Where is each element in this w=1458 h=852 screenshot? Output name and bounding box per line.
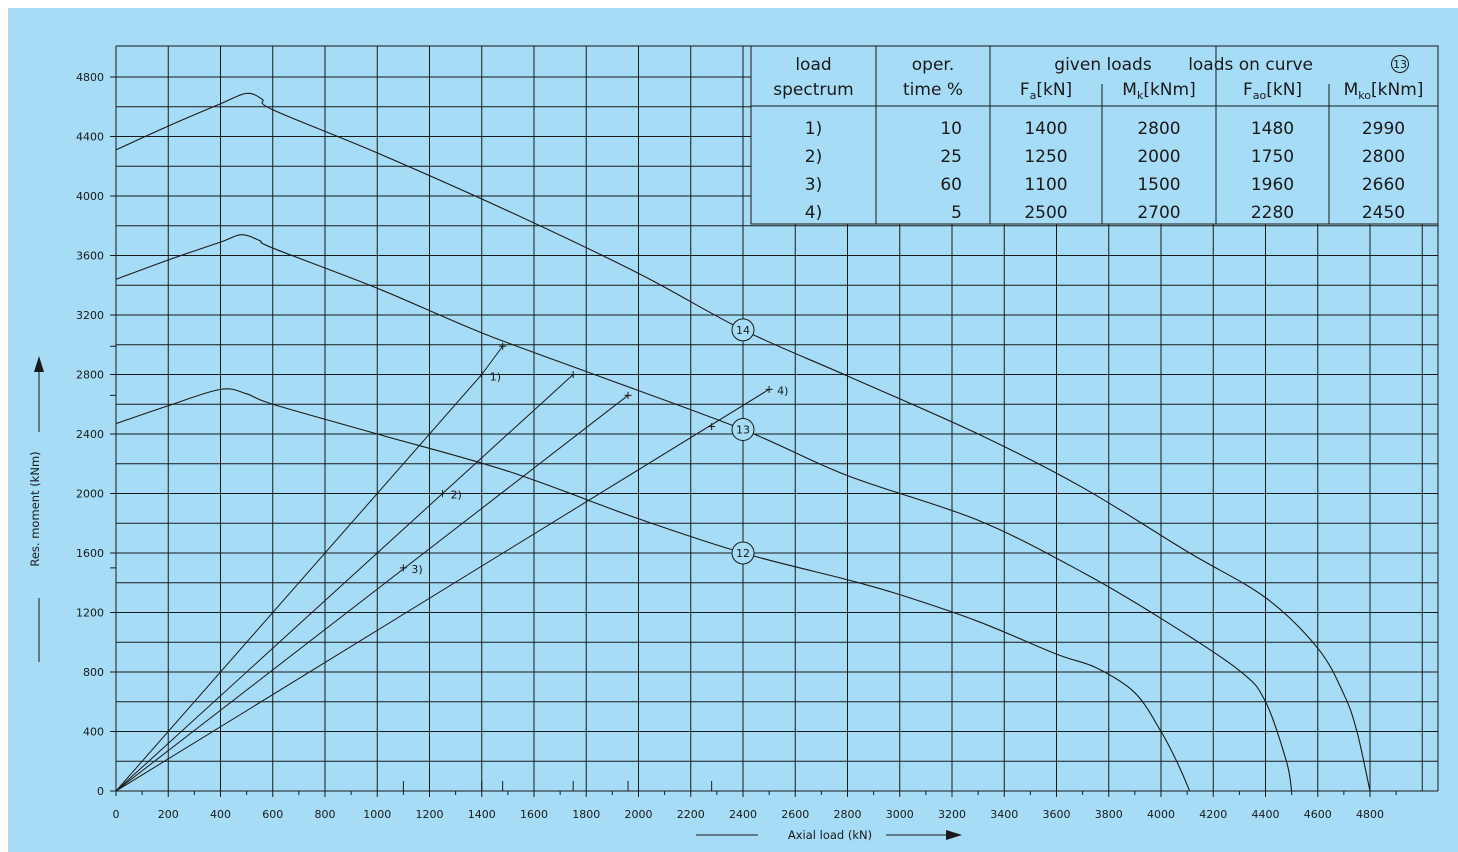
- curve-label-14: 14: [736, 324, 750, 337]
- table-cell-spectrum: 4): [805, 203, 822, 223]
- table-cell-mko: 2450: [1362, 203, 1405, 223]
- curve-12: [115, 388, 1191, 792]
- table-cell-spectrum: 3): [805, 175, 822, 195]
- table-cell-time: 25: [940, 147, 962, 167]
- table-cell-fao: 1750: [1251, 147, 1294, 167]
- x-tick-label: 3600: [1043, 808, 1071, 821]
- y-tick-label: 4000: [76, 190, 104, 203]
- spectrum-extension-1: [481, 345, 504, 375]
- data-table: [750, 45, 1439, 225]
- x-axis-title: Axial load (kN): [788, 828, 872, 842]
- x-tick-label: 1800: [572, 808, 600, 821]
- y-tick-label: 2800: [76, 369, 104, 382]
- x-tick-label: 2000: [625, 808, 653, 821]
- x-tick-label: 0: [113, 808, 120, 821]
- table-cell-time: 5: [951, 203, 962, 223]
- y-tick-label: 1200: [76, 607, 104, 620]
- curve-label-13: 13: [736, 424, 750, 437]
- header-curve-ref: 13: [1393, 58, 1407, 71]
- x-tick-label: 4800: [1356, 808, 1384, 821]
- table-cell-mko: 2990: [1362, 119, 1405, 139]
- x-tick-label: 4000: [1147, 808, 1175, 821]
- header-curve-ref-circle: [1391, 55, 1409, 73]
- curve-label-circle-14: [731, 318, 755, 342]
- x-tick-label: 2800: [834, 808, 862, 821]
- table-cell-fa: 1250: [1024, 147, 1067, 167]
- table-cell-fao: 1960: [1251, 175, 1294, 195]
- table-cell-mk: 2700: [1137, 203, 1180, 223]
- x-tick-label: 2400: [729, 808, 757, 821]
- y-tick-label: 0: [97, 785, 104, 798]
- spectrum-label-3: 3): [411, 563, 422, 576]
- header-oper-time: oper.: [912, 55, 954, 75]
- curve-label-circle-12: [731, 541, 755, 565]
- x-tick-label: 400: [210, 808, 231, 821]
- x-axis-arrow-head: [946, 830, 962, 840]
- spectrum-line-4): [115, 388, 770, 792]
- y-tick-label: 4800: [76, 71, 104, 84]
- table-cell-fa: 1100: [1024, 175, 1067, 195]
- spectrum-label-4: 4): [777, 384, 788, 397]
- y-tick-label: 4400: [76, 131, 104, 144]
- y-tick-label: 2400: [76, 428, 104, 441]
- table-cell-spectrum: 2): [805, 147, 822, 167]
- table-cell-fao: 1480: [1251, 119, 1294, 139]
- table-cell-spectrum: 1): [805, 119, 822, 139]
- x-tick-label: 800: [315, 808, 336, 821]
- table-cell-mk: 2800: [1137, 119, 1180, 139]
- table-cell-mk: 1500: [1137, 175, 1180, 195]
- spectrum-label-1: 1): [490, 371, 501, 384]
- x-tick-label: 4400: [1252, 808, 1280, 821]
- y-axis-arrow-head: [34, 356, 44, 372]
- spectrum-line-1): [115, 374, 483, 792]
- spectrum-line-2): [115, 374, 574, 792]
- table-cell-fa: 1400: [1024, 119, 1067, 139]
- x-tick-label: 4600: [1304, 808, 1332, 821]
- table-cell-mko: 2660: [1362, 175, 1405, 195]
- header-load-spectrum: spectrum: [773, 80, 853, 100]
- x-tick-label: 3400: [990, 808, 1018, 821]
- x-tick-label: 2600: [781, 808, 809, 821]
- x-tick-label: 4200: [1199, 808, 1227, 821]
- y-tick-label: 800: [83, 666, 104, 679]
- x-tick-label: 1000: [363, 808, 391, 821]
- y-tick-label: 1600: [76, 547, 104, 560]
- header-loads-on-curve: loads on curve: [1188, 55, 1313, 75]
- table-cell-time: 60: [940, 175, 962, 195]
- x-tick-label: 200: [158, 808, 179, 821]
- x-tick-label: 3800: [1095, 808, 1123, 821]
- curve-label-12: 12: [736, 547, 750, 560]
- table-cell-time: 10: [940, 119, 962, 139]
- y-axis-title: Res. moment (kNm): [28, 451, 42, 566]
- table-cell-mk: 2000: [1137, 147, 1180, 167]
- y-tick-label: 3600: [76, 250, 104, 263]
- header-oper-time: time %: [903, 80, 963, 100]
- header-fao: Fao[kN]: [1243, 80, 1302, 102]
- x-tick-label: 3000: [886, 808, 914, 821]
- curve-label-circle-13: [731, 418, 755, 442]
- header-mko: Mko[kNm]: [1344, 80, 1424, 102]
- spectrum-label-2: 2): [451, 489, 462, 502]
- y-tick-label: 400: [83, 726, 104, 739]
- header-given-loads: given loads: [1054, 55, 1152, 75]
- table-cell-mko: 2800: [1362, 147, 1405, 167]
- curve-13: [115, 234, 1293, 792]
- table-cell-fa: 2500: [1024, 203, 1067, 223]
- x-tick-label: 2200: [677, 808, 705, 821]
- table-cell-fao: 2280: [1251, 203, 1294, 223]
- header-load-spectrum: load: [795, 55, 831, 75]
- x-tick-label: 1400: [468, 808, 496, 821]
- header-fa: Fa[kN]: [1020, 80, 1072, 102]
- x-tick-label: 1200: [416, 808, 444, 821]
- x-tick-label: 3200: [938, 808, 966, 821]
- spectrum-line-3): [115, 394, 629, 792]
- y-tick-label: 3200: [76, 309, 104, 322]
- header-mk: Mk[kNm]: [1122, 80, 1195, 102]
- y-tick-label: 2000: [76, 488, 104, 501]
- x-tick-label: 600: [262, 808, 283, 821]
- x-tick-label: 1600: [520, 808, 548, 821]
